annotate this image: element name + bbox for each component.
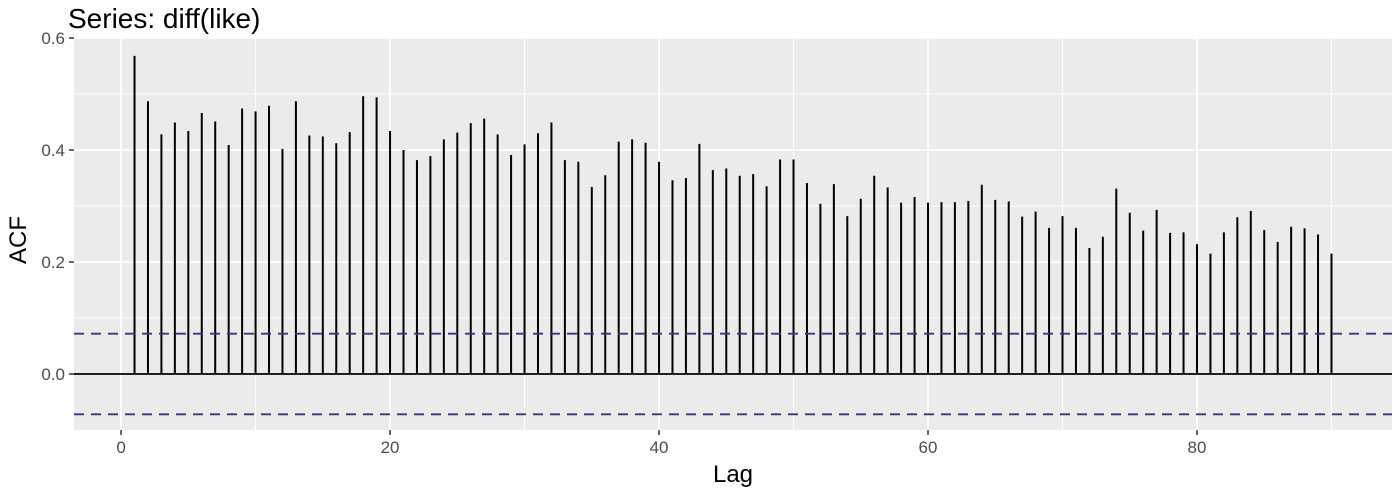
axis-ticks: 0.0 0.2 0.4 0.6 0 20 40 60 80 bbox=[41, 29, 1206, 457]
acf-bars bbox=[74, 55, 1392, 375]
x-axis-title: Lag bbox=[713, 461, 753, 488]
x-tick-label: 40 bbox=[650, 438, 669, 457]
y-tick-label: 0.6 bbox=[41, 29, 65, 48]
x-tick-label: 20 bbox=[381, 438, 400, 457]
x-tick-label: 0 bbox=[116, 438, 125, 457]
chart-title: Series: diff(like) bbox=[68, 3, 260, 34]
x-tick-label: 80 bbox=[1188, 438, 1207, 457]
plot-panel bbox=[74, 38, 1392, 430]
x-tick-label: 60 bbox=[919, 438, 938, 457]
y-axis-title: ACF bbox=[5, 216, 32, 264]
y-tick-label: 0.0 bbox=[41, 365, 65, 384]
y-tick-label: 0.2 bbox=[41, 253, 65, 272]
y-tick-label: 0.4 bbox=[41, 141, 65, 160]
